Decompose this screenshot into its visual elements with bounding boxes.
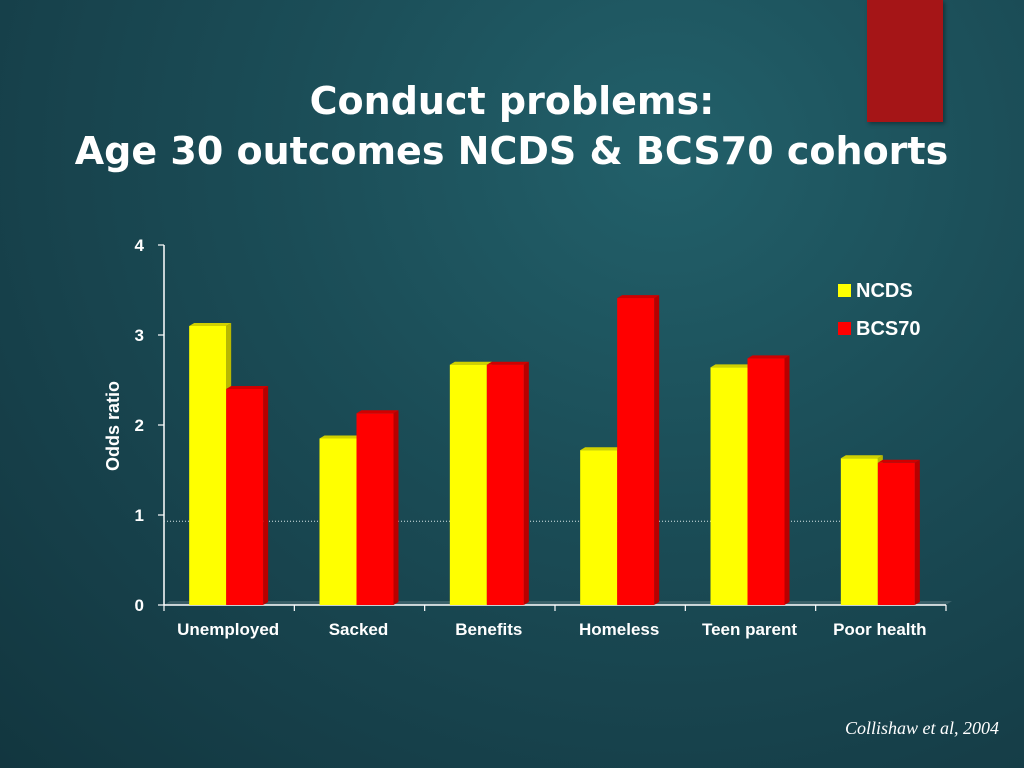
y-tick-label: 1 bbox=[135, 506, 144, 525]
x-category-label: Poor health bbox=[833, 620, 927, 639]
bar-bcs70 bbox=[486, 364, 524, 605]
y-tick-label: 2 bbox=[135, 416, 144, 435]
bar-ncds bbox=[189, 326, 227, 605]
citation: Collishaw et al, 2004 bbox=[844, 718, 999, 738]
legend-swatch-ncds bbox=[838, 284, 851, 297]
y-tick-label: 0 bbox=[135, 596, 144, 615]
bar-bcs70 bbox=[747, 358, 785, 605]
bar-top-ncds bbox=[840, 455, 883, 459]
bar-bcs70 bbox=[226, 389, 264, 605]
y-tick-label: 3 bbox=[135, 326, 144, 345]
decorative-red-tab bbox=[867, 0, 943, 122]
legend-label-ncds: NCDS bbox=[856, 280, 913, 302]
chart-labels: 0 1 2 3 4 Odds ratio Unemployed Sacked Benefits H… bbox=[103, 236, 927, 639]
x-category-label: Homeless bbox=[579, 620, 659, 639]
bar-side-bcs70 bbox=[784, 355, 790, 605]
bar-top-ncds bbox=[189, 323, 232, 326]
bar-ncds bbox=[449, 364, 487, 605]
x-category-label: Benefits bbox=[455, 620, 522, 639]
bar-side-bcs70 bbox=[654, 295, 660, 605]
x-category-label: Sacked bbox=[329, 620, 389, 639]
bar-top-bcs70 bbox=[486, 361, 529, 365]
bar-bcs70 bbox=[356, 413, 394, 605]
bar-ncds bbox=[710, 367, 748, 605]
slide-title: Conduct problems: Age 30 outcomes NCDS &… bbox=[0, 76, 1024, 176]
chart-axes bbox=[158, 244, 952, 611]
bar-side-bcs70 bbox=[914, 459, 920, 605]
x-category-label: Teen parent bbox=[702, 620, 797, 639]
bar-ncds bbox=[840, 458, 878, 605]
bar-top-ncds bbox=[319, 435, 362, 439]
legend-swatch-bcs70 bbox=[838, 322, 851, 335]
bar-top-bcs70 bbox=[877, 459, 920, 463]
bar-top-ncds bbox=[710, 364, 753, 368]
bar-side-bcs70 bbox=[523, 361, 529, 605]
y-tick-label: 4 bbox=[135, 236, 145, 255]
chart-legend: NCDS BCS70 bbox=[838, 280, 920, 340]
bar-top-ncds bbox=[580, 447, 623, 451]
bar-top-ncds bbox=[449, 361, 492, 365]
x-category-label: Unemployed bbox=[177, 620, 279, 639]
bar-ncds bbox=[580, 450, 618, 605]
bar-top-bcs70 bbox=[617, 295, 660, 299]
bar-bcs70 bbox=[877, 462, 915, 605]
bar-top-bcs70 bbox=[226, 386, 269, 389]
bar-ncds bbox=[319, 438, 357, 605]
chart-bars bbox=[189, 295, 920, 605]
bar-side-bcs70 bbox=[263, 386, 269, 605]
bar-top-bcs70 bbox=[747, 355, 790, 359]
bar-side-bcs70 bbox=[393, 410, 399, 605]
title-line-1: Conduct problems: bbox=[309, 79, 715, 123]
title-line-2: Age 30 outcomes NCDS & BCS70 cohorts bbox=[74, 129, 949, 173]
bar-bcs70 bbox=[617, 298, 655, 605]
y-axis-title: Odds ratio bbox=[103, 381, 123, 471]
legend-label-bcs70: BCS70 bbox=[856, 318, 920, 340]
bar-top-bcs70 bbox=[356, 410, 399, 414]
